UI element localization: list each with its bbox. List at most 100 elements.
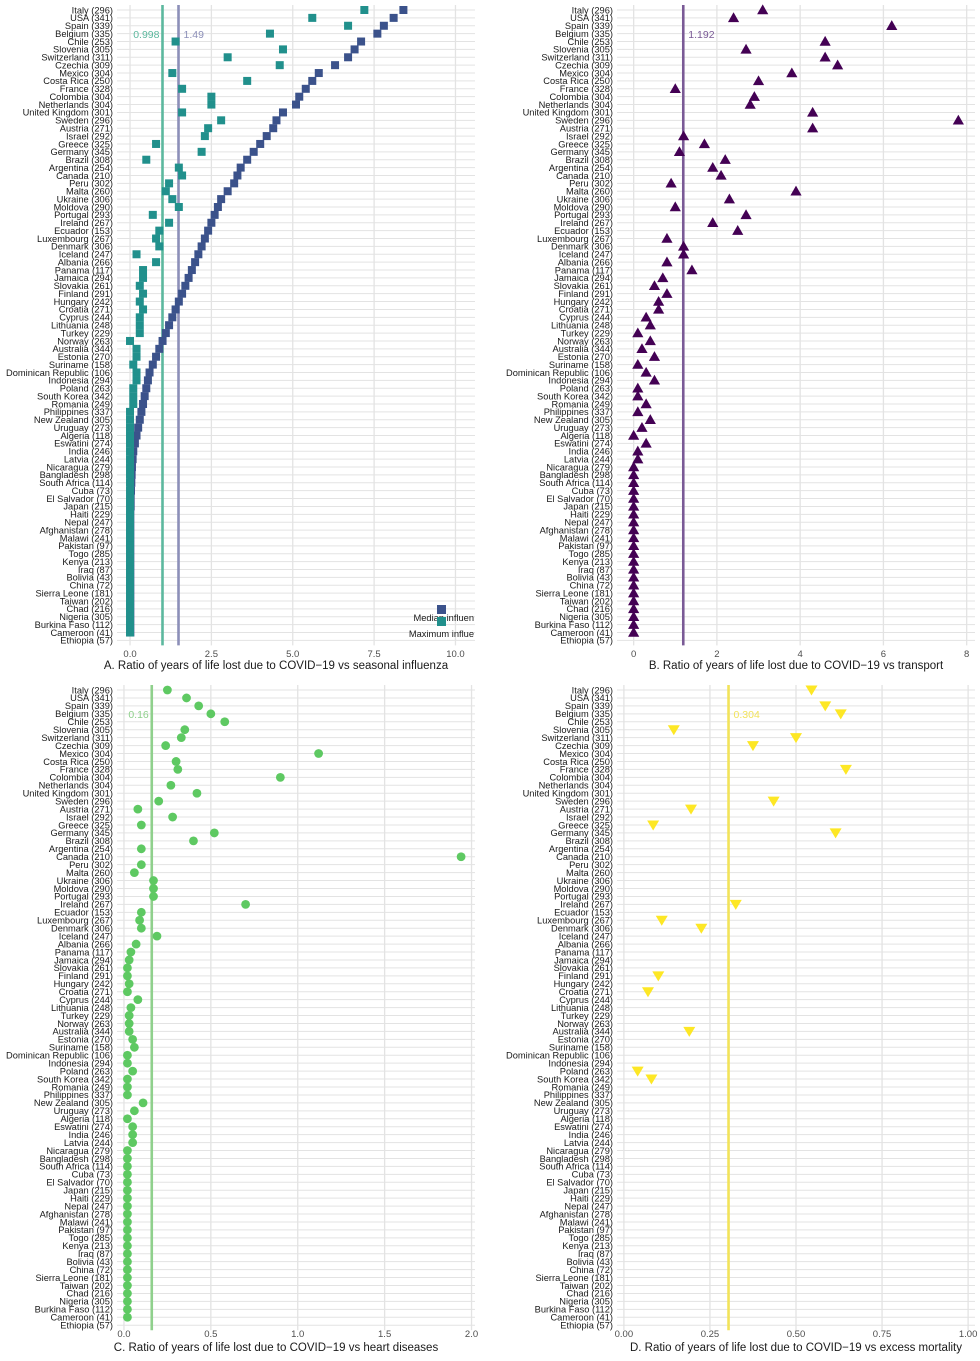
country-label: France (328) <box>60 765 113 775</box>
country-label: Moldova (290) <box>54 884 113 894</box>
country-label: Canada (210) <box>556 171 613 181</box>
country-label: Turkey (229) <box>61 1011 113 1021</box>
data-point-square <box>373 29 382 38</box>
data-point-square <box>344 21 353 30</box>
data-point-triangle-down <box>685 804 698 815</box>
data-point-triangle-up <box>657 272 669 283</box>
country-label: United Kingdom (301) <box>23 108 113 118</box>
data-point-square <box>129 400 138 408</box>
data-point-circle <box>124 1019 134 1028</box>
country-label: Greece (325) <box>558 139 613 149</box>
country-label: Nepal (247) <box>64 518 113 528</box>
data-point-square <box>134 423 143 432</box>
country-label: Czechia (309) <box>55 60 113 70</box>
data-point-triangle-up <box>757 4 769 15</box>
data-point-circle <box>314 749 323 758</box>
country-label: Cameroon (41) <box>550 628 613 638</box>
country-label: Philippines (337) <box>44 1090 113 1100</box>
country-label: Panama (117) <box>55 265 113 275</box>
country-label: Chile (253) <box>568 37 613 47</box>
country-label: Lithuania (248) <box>51 1003 113 1013</box>
x-tick-label: 5.0 <box>286 649 299 660</box>
country-label: Ethiopia (57) <box>60 1321 113 1331</box>
data-point-triangle-up <box>628 603 640 614</box>
country-label: Chad (216) <box>66 604 113 614</box>
country-label: Switzerland (311) <box>541 53 613 63</box>
country-label: Austria (271) <box>60 124 113 134</box>
data-point-circle <box>166 780 176 790</box>
data-point-circle <box>171 757 181 766</box>
country-label: Jamaica (294) <box>554 273 613 283</box>
country-label: Nigeria (305) <box>559 1297 613 1307</box>
data-point-circle <box>128 1130 138 1140</box>
data-point-square <box>126 431 135 440</box>
country-label: Malawi (241) <box>560 1217 613 1227</box>
x-axis-label: B. Ratio of years of life lost due to CO… <box>649 660 944 672</box>
country-label: Ethiopia (57) <box>560 636 613 646</box>
country-label: Afghanistan (278) <box>40 525 113 535</box>
country-label: Iceland (247) <box>559 931 613 941</box>
country-label: Luxembourg (267) <box>537 234 613 244</box>
data-point-triangle-up <box>628 429 640 440</box>
data-point-square <box>126 336 135 345</box>
data-point-triangle-up <box>807 106 819 117</box>
reference-line-label: 1.192 <box>688 29 714 41</box>
data-point-circle <box>152 931 162 941</box>
country-label: Sweden (296) <box>555 116 613 126</box>
data-point-triangle-up <box>628 469 640 480</box>
data-point-square <box>126 478 135 487</box>
country-label: India (246) <box>69 1130 113 1140</box>
country-label: China (72) <box>70 1265 113 1275</box>
data-point-square <box>126 455 135 464</box>
country-label: Japan (215) <box>563 1186 613 1196</box>
country-label: Pakistan (97) <box>58 541 113 551</box>
country-label: Ireland (267) <box>60 900 113 910</box>
country-label: Austria (271) <box>560 124 613 134</box>
legend-label: Maximum influe <box>409 629 474 639</box>
data-point-square <box>135 415 144 424</box>
country-label: Latvia (244) <box>64 454 113 464</box>
data-point-square <box>295 92 304 101</box>
data-point-square <box>243 155 252 164</box>
data-point-square <box>165 321 174 330</box>
data-point-circle <box>189 836 198 846</box>
data-point-square <box>126 439 135 448</box>
country-label: El Salvador (70) <box>546 1178 613 1188</box>
country-label: Malta (260) <box>566 187 613 197</box>
country-label: Portugal (293) <box>554 892 613 902</box>
x-tick-label: 0.00 <box>615 1329 634 1340</box>
country-label: China (72) <box>570 581 613 591</box>
chart-panel-b: 0 2 4 6 8 Italy (296)USA (341)Spain (339)Belg… <box>506 4 975 672</box>
data-point-triangle-down <box>834 709 847 720</box>
country-label: Algeria (118) <box>560 431 613 441</box>
country-label: Indonesia (294) <box>548 376 613 386</box>
data-point-circle <box>123 1058 132 1068</box>
data-point-triangle-up <box>790 185 802 196</box>
x-tick-label: 1.00 <box>959 1329 978 1340</box>
data-point-triangle-up <box>628 556 640 566</box>
data-point-triangle-down <box>805 685 818 696</box>
country-label: Kenya (213) <box>62 1241 113 1251</box>
country-label: Argentina (254) <box>49 163 113 173</box>
country-label: Ukraine (306) <box>557 194 613 204</box>
country-label: Suriname (158) <box>549 1043 613 1053</box>
data-point-circle <box>123 1241 132 1251</box>
data-point-square <box>308 13 317 22</box>
country-label: Ethiopia (57) <box>60 636 113 646</box>
country-label: Netherlands (304) <box>39 100 113 110</box>
country-label: Cyprus (244) <box>559 995 613 1005</box>
country-label: South Africa (114) <box>39 1162 113 1172</box>
data-point-triangle-up <box>740 209 752 220</box>
country-label: Algeria (118) <box>60 431 113 441</box>
country-label: Brazil (308) <box>65 836 113 846</box>
data-point-circle <box>123 1249 132 1259</box>
data-point-square <box>158 336 167 345</box>
data-point-square <box>314 69 323 78</box>
data-point-triangle-down <box>819 701 832 712</box>
data-point-circle <box>133 804 143 814</box>
country-label: Togo (285) <box>69 549 113 559</box>
data-point-square <box>233 171 242 180</box>
country-label: Croatia (271) <box>559 987 613 997</box>
country-label: Estonia (270) <box>58 352 113 362</box>
data-point-triangle-up <box>644 414 656 424</box>
